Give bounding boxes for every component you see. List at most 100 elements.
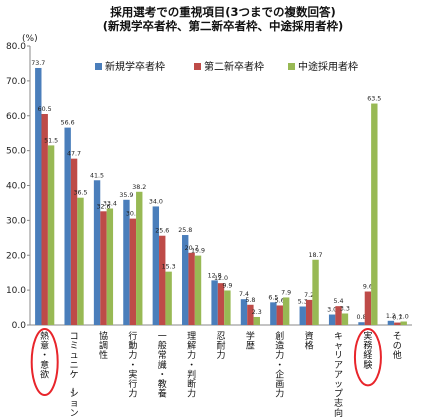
bar-value-label: 5.3 bbox=[298, 299, 308, 306]
bar-value-label: 56.6 bbox=[61, 120, 75, 127]
bar bbox=[394, 322, 401, 325]
bar-value-label: 36.5 bbox=[73, 190, 87, 197]
legend-swatch bbox=[95, 63, 102, 70]
bar bbox=[35, 67, 42, 325]
bar-value-label: 33.4 bbox=[103, 201, 117, 208]
bar bbox=[364, 291, 372, 325]
category-label: 一般常識・教養 bbox=[158, 332, 167, 400]
bar-value-label: 25.8 bbox=[178, 227, 192, 234]
bar bbox=[152, 206, 160, 325]
bar-value-label: 12.0 bbox=[214, 275, 228, 282]
bar bbox=[341, 313, 349, 325]
bar-value-label: 0.7 bbox=[392, 315, 402, 322]
y-tick-label: 10.0 bbox=[6, 286, 26, 296]
bar bbox=[106, 208, 114, 325]
bar-value-label: 20.7 bbox=[185, 245, 199, 252]
bar-value-label: 47.7 bbox=[67, 151, 81, 158]
bar bbox=[299, 306, 306, 325]
bar-value-label: 73.7 bbox=[31, 60, 45, 67]
bar bbox=[70, 158, 78, 325]
chart-subtitle: (新規学卒者枠、第二新卒者枠、中途採用者枠) bbox=[103, 19, 344, 33]
bar-value-label: 9.9 bbox=[222, 282, 232, 289]
y-tick-label: 0.0 bbox=[12, 321, 27, 331]
y-tick-label: 60.0 bbox=[6, 112, 26, 122]
bar bbox=[328, 314, 336, 325]
legend-swatch bbox=[194, 63, 201, 70]
bar-value-label: 25.6 bbox=[155, 228, 169, 235]
y-tick-label: 70.0 bbox=[6, 77, 26, 87]
bar bbox=[312, 259, 319, 325]
bar-value-label: 34.0 bbox=[149, 198, 163, 205]
bar-value-label: 5.4 bbox=[334, 298, 344, 305]
bar bbox=[358, 322, 365, 325]
bar bbox=[217, 283, 225, 325]
bar bbox=[335, 306, 342, 325]
chart-title: 採用選考での重視項目(3つまでの複数回答) bbox=[110, 5, 336, 19]
bar bbox=[253, 316, 260, 325]
bar-value-label: 3.0 bbox=[327, 307, 337, 314]
bar bbox=[387, 320, 395, 325]
bar-value-label: 60.5 bbox=[38, 106, 52, 113]
bar bbox=[93, 180, 101, 325]
bar bbox=[400, 321, 407, 325]
y-axis-label: (%) bbox=[22, 34, 38, 44]
category-label: 学歴 bbox=[246, 330, 255, 352]
bar bbox=[240, 299, 248, 325]
y-tick-label: 50.0 bbox=[6, 147, 26, 157]
y-tick-label: 80.0 bbox=[6, 42, 26, 52]
y-tick-label: 30.0 bbox=[6, 216, 26, 226]
bar-value-label: 18.7 bbox=[309, 252, 323, 259]
bar bbox=[77, 197, 84, 325]
bar-value-label: 19.9 bbox=[191, 248, 205, 255]
category-label: 熱意・意欲 bbox=[40, 330, 49, 380]
bar-value-label: 51.5 bbox=[44, 137, 58, 144]
category-label: 忍耐力 bbox=[216, 331, 225, 361]
bar-value-label: 9.6 bbox=[363, 284, 373, 291]
bar-value-label: 35.9 bbox=[119, 192, 133, 199]
bar-value-label: 12.8 bbox=[208, 272, 222, 279]
y-tick-label: 40.0 bbox=[6, 182, 26, 192]
bar bbox=[159, 235, 166, 325]
category-label: 創造力・企画力 bbox=[275, 330, 284, 400]
bar bbox=[165, 271, 172, 325]
legend-swatch bbox=[288, 63, 295, 70]
bar-value-label: 41.5 bbox=[90, 172, 104, 179]
bar-value-label: 2.3 bbox=[252, 309, 262, 316]
bar bbox=[123, 199, 130, 325]
bar bbox=[129, 218, 137, 325]
bar bbox=[41, 114, 48, 325]
bar-value-label: 32.6 bbox=[96, 203, 110, 210]
category-label: コミュニケーション力 bbox=[67, 332, 79, 417]
bar bbox=[224, 290, 231, 325]
category-label: その他 bbox=[393, 331, 402, 361]
legend-label: 第二新卒者枠 bbox=[204, 60, 264, 73]
bar-value-label: 6.5 bbox=[268, 294, 278, 301]
bar bbox=[282, 297, 290, 325]
bar bbox=[247, 304, 254, 325]
bar bbox=[194, 255, 202, 325]
bar-value-label: 7.2 bbox=[304, 292, 314, 299]
bar-value-label: 0.8 bbox=[357, 314, 367, 321]
bar-value-label: 1.2 bbox=[386, 313, 396, 320]
bar-value-label: 38.2 bbox=[132, 184, 146, 191]
bar bbox=[371, 103, 378, 325]
bar bbox=[211, 280, 218, 325]
bar bbox=[276, 305, 283, 325]
category-label: 行動力・実行力 bbox=[128, 330, 137, 400]
category-label: キャリアアップ志向 bbox=[334, 332, 343, 417]
bar bbox=[47, 145, 55, 325]
category-label: 資格 bbox=[305, 330, 314, 352]
bar-value-label: 30.5 bbox=[126, 211, 140, 218]
legend-label: 中途採用者枠 bbox=[298, 60, 358, 73]
bar-value-label: 63.5 bbox=[367, 96, 381, 103]
bar bbox=[270, 302, 277, 325]
category-label: 理解力・判断力 bbox=[187, 331, 196, 400]
bar bbox=[182, 235, 189, 325]
bar-value-label: 7.4 bbox=[239, 291, 249, 298]
bar bbox=[188, 252, 195, 325]
category-label: 実務経験 bbox=[363, 330, 372, 371]
bar-value-label: 7.9 bbox=[281, 289, 291, 296]
bar bbox=[136, 191, 143, 325]
